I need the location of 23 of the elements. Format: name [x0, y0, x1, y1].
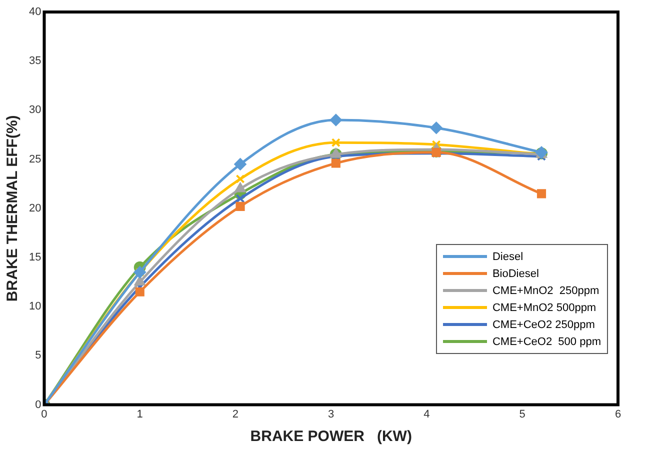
y-tick-label: 35	[28, 55, 42, 68]
x-tick-label: 3	[328, 408, 334, 420]
x-tick-label: 5	[519, 408, 526, 420]
y-tick-label: 10	[28, 300, 42, 313]
x-tick-label: 4	[424, 408, 430, 420]
legend-label: Diesel	[492, 250, 524, 262]
x-axis-title: BRAKE POWER (KW)	[250, 428, 412, 446]
legend-label: CME+CeO2 500 ppm	[492, 336, 601, 348]
legend-label: CME+MnO2 500ppm	[492, 302, 596, 314]
y-tick-label: 40	[28, 6, 42, 18]
x-tick-label: 2	[232, 408, 239, 420]
y-tick-label: 30	[28, 104, 42, 116]
y-axis-title: BRAKE THERMAL EFF(%)	[4, 115, 22, 302]
legend-label: CME+MnO2 250ppm	[492, 284, 600, 296]
y-tick-label: 25	[28, 153, 42, 166]
y-tick-label: 15	[28, 252, 42, 264]
x-tick-label: 6	[614, 408, 622, 420]
y-tick-label: 20	[28, 202, 42, 214]
legend-label: BioDiesel	[492, 268, 539, 280]
legend-label: CME+CeO2 250ppm	[492, 318, 595, 330]
y-tick-label: 5	[35, 350, 42, 362]
y-tick-label: 0	[35, 398, 42, 411]
x-tick-label: 1	[136, 408, 143, 420]
